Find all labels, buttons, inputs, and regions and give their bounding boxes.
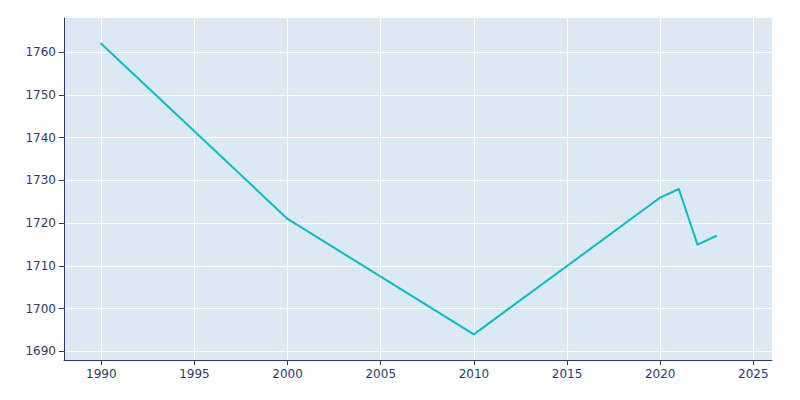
svg-text:1760: 1760	[25, 45, 56, 59]
svg-text:2015: 2015	[552, 367, 583, 381]
svg-text:1690: 1690	[25, 344, 56, 358]
svg-text:2000: 2000	[272, 367, 303, 381]
svg-text:1750: 1750	[25, 88, 56, 102]
svg-text:1990: 1990	[86, 367, 117, 381]
svg-text:1730: 1730	[25, 173, 56, 187]
svg-text:2025: 2025	[738, 367, 769, 381]
svg-text:1995: 1995	[179, 367, 210, 381]
svg-text:1720: 1720	[25, 216, 56, 230]
svg-text:2020: 2020	[645, 367, 676, 381]
svg-text:1700: 1700	[25, 302, 56, 316]
svg-text:1710: 1710	[25, 259, 56, 273]
svg-text:1740: 1740	[25, 131, 56, 145]
svg-text:2005: 2005	[365, 367, 396, 381]
svg-text:2010: 2010	[459, 367, 490, 381]
